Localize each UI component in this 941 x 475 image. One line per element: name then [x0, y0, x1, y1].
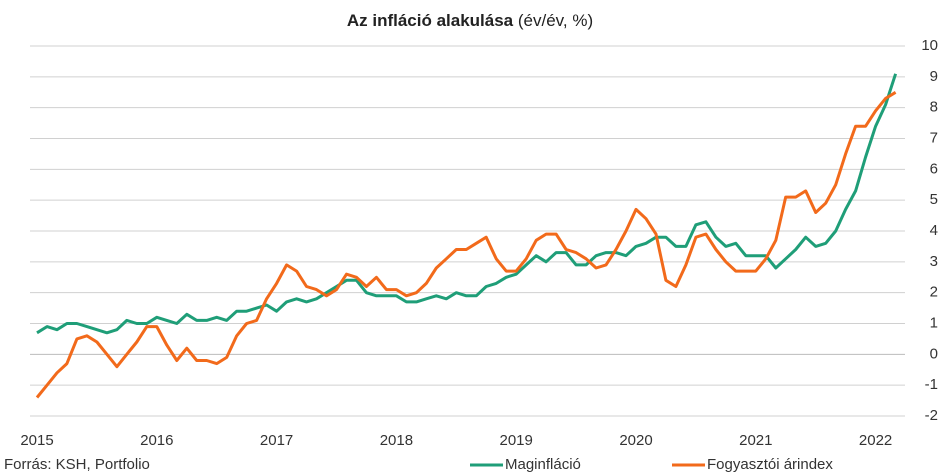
series-line	[35, 91, 897, 399]
legend-label: Fogyasztói árindex	[707, 456, 833, 473]
x-tick-label: 2019	[500, 432, 533, 449]
y-tick-label: 7	[930, 129, 938, 146]
source: Forrás: KSH, Portfolio	[4, 456, 150, 473]
y-tick-label: -2	[925, 407, 938, 424]
y-tick-label: 10	[921, 37, 938, 54]
y-tick-label: 5	[930, 191, 938, 208]
y-tick-label: 0	[930, 345, 938, 362]
y-tick-label: 6	[930, 160, 938, 177]
chart-subtitle: (év/év, %)	[518, 11, 593, 30]
y-tick-label: -1	[925, 376, 938, 393]
chart-title-group: Az infláció alakulása (év/év, %)	[347, 11, 593, 30]
x-tick-label: 2015	[20, 432, 53, 449]
y-tick-label: 4	[930, 222, 938, 239]
y-tick-label: 1	[930, 314, 938, 331]
chart-title: Az infláció alakulása	[347, 11, 514, 30]
legend-label: Maginfláció	[505, 456, 581, 473]
x-tick-label: 2018	[380, 432, 413, 449]
x-tick-label: 2021	[739, 432, 772, 449]
y-tick-label: 2	[930, 284, 938, 301]
y-tick-label: 3	[930, 253, 938, 270]
x-tick-label: 2017	[260, 432, 293, 449]
x-tick-label: 2020	[619, 432, 652, 449]
x-tick-label: 2016	[140, 432, 173, 449]
x-tick-label: 2022	[859, 432, 892, 449]
y-tick-label: 9	[930, 68, 938, 85]
y-tick-label: 8	[930, 99, 938, 116]
series-line	[36, 73, 898, 335]
